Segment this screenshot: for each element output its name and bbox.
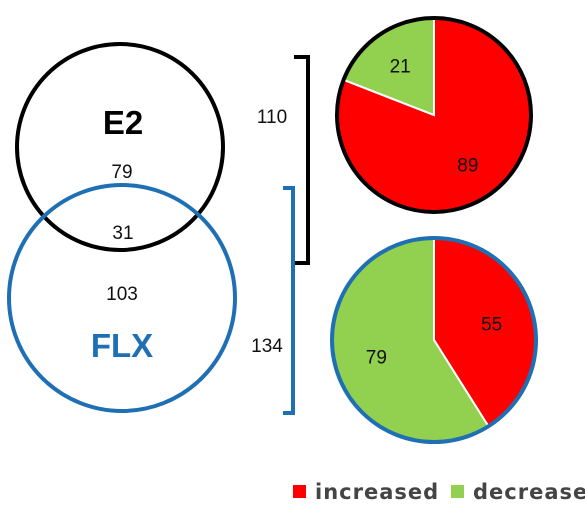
- flx-circle: [7, 183, 237, 413]
- e2-pie-chart: 89 21: [335, 16, 533, 214]
- flx-pie-label-increased: 55: [481, 314, 502, 335]
- flx-pie-border: [330, 236, 538, 444]
- e2-circle: [15, 42, 225, 252]
- overlap-count: 31: [112, 223, 133, 244]
- legend-decreased-label: decreased: [473, 480, 585, 504]
- e2-total-count: 110: [257, 107, 287, 128]
- e2-only-count: 79: [111, 162, 132, 183]
- flx-total-count: 134: [251, 336, 283, 357]
- flx-pie-chart: 55 79: [330, 236, 538, 444]
- flx-pie-label-decreased: 79: [366, 348, 387, 369]
- flx-bracket: [283, 186, 295, 415]
- e2-bracket: [294, 55, 310, 265]
- legend-increased-swatch: [293, 485, 306, 498]
- e2-pie-border: [335, 16, 533, 214]
- flx-label: FLX: [91, 327, 153, 364]
- flx-only-count: 103: [106, 284, 138, 305]
- legend-increased-label: increased: [315, 480, 439, 504]
- legend-decreased-swatch: [451, 485, 464, 498]
- e2-pie-label-increased: 89: [457, 156, 478, 177]
- e2-pie-label-decreased: 21: [390, 56, 411, 77]
- e2-label: E2: [103, 104, 143, 141]
